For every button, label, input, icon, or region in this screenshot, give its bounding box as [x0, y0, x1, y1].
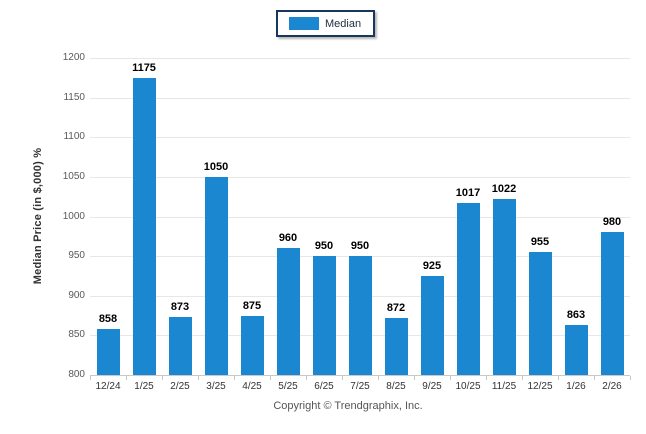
- bar: [349, 256, 372, 375]
- bar: [277, 248, 300, 375]
- y-axis-tick-label: 900: [68, 290, 85, 301]
- gridline: [90, 98, 630, 99]
- gridline: [90, 177, 630, 178]
- x-axis-tick-label: 11/25: [491, 381, 517, 392]
- x-axis-tick-label: 3/25: [206, 381, 226, 392]
- legend-swatch-median: [289, 17, 319, 30]
- y-axis-tick-label: 950: [68, 250, 85, 261]
- x-axis-tick-label: 8/25: [386, 381, 406, 392]
- gridline: [90, 217, 630, 218]
- bar-value-label: 980: [602, 216, 622, 228]
- axis-tick: [486, 376, 487, 380]
- x-axis-tick-label: 1/26: [566, 381, 586, 392]
- axis-tick: [270, 376, 271, 380]
- gridline: [90, 137, 630, 138]
- x-axis-line: [90, 375, 630, 376]
- y-axis-tick-label: 1050: [62, 171, 85, 182]
- x-axis-tick-label: 6/25: [314, 381, 334, 392]
- y-axis-tick-label: 1100: [63, 131, 85, 142]
- bar: [97, 329, 120, 375]
- axis-tick: [522, 376, 523, 380]
- axis-tick: [306, 376, 307, 380]
- x-axis-tick-label: 4/25: [242, 381, 262, 392]
- y-axis-tick-label: 800: [68, 369, 85, 380]
- bar-value-label: 872: [386, 302, 406, 314]
- x-axis-tick-label: 2/25: [170, 381, 190, 392]
- bar-value-label: 1050: [203, 161, 229, 173]
- bar: [169, 317, 192, 375]
- y-axis-tick-label: 1150: [63, 92, 85, 103]
- bar: [457, 203, 480, 375]
- x-axis-tick-label: 9/25: [422, 381, 442, 392]
- axis-tick: [558, 376, 559, 380]
- bar-value-label: 950: [350, 240, 370, 252]
- axis-tick: [378, 376, 379, 380]
- bar-value-label: 1175: [132, 62, 156, 74]
- bar-value-label: 1022: [491, 183, 517, 195]
- axis-tick: [126, 376, 127, 380]
- axis-tick: [414, 376, 415, 380]
- axis-tick: [90, 376, 91, 380]
- bar: [529, 252, 552, 375]
- y-axis-tick-label: 850: [68, 329, 85, 340]
- bar: [493, 199, 516, 375]
- bar: [133, 78, 156, 375]
- y-axis-tick-label: 1000: [62, 211, 85, 222]
- bar: [421, 276, 444, 375]
- x-axis-tick-label: 1/25: [134, 381, 154, 392]
- bar-value-label: 925: [422, 260, 442, 272]
- x-axis-tick-label: 12/24: [95, 381, 121, 392]
- bar: [313, 256, 336, 375]
- gridline: [90, 58, 630, 59]
- bar-value-label: 960: [278, 232, 298, 244]
- axis-tick: [234, 376, 235, 380]
- bar-value-label: 950: [314, 240, 334, 252]
- axis-tick: [198, 376, 199, 380]
- bar: [241, 316, 264, 375]
- legend: Median: [276, 10, 376, 37]
- x-axis-tick-label: 12/25: [527, 381, 553, 392]
- bar: [565, 325, 588, 375]
- axis-tick: [630, 376, 631, 380]
- bar-value-label: 955: [530, 236, 550, 248]
- axis-tick: [450, 376, 451, 380]
- axis-tick: [594, 376, 595, 380]
- bar-value-label: 875: [242, 300, 262, 312]
- x-axis-tick-label: 2/26: [602, 381, 622, 392]
- y-axis-tick-label: 1200: [62, 52, 85, 63]
- bar-value-label: 863: [566, 309, 586, 321]
- axis-tick: [162, 376, 163, 380]
- axis-tick: [342, 376, 343, 380]
- bar: [205, 177, 228, 375]
- x-axis-tick-label: 5/25: [278, 381, 298, 392]
- bar-value-label: 858: [98, 313, 118, 325]
- copyright-text: Copyright © Trendgraphix, Inc.: [273, 400, 423, 412]
- bar: [601, 232, 624, 375]
- legend-label-median: Median: [325, 17, 362, 30]
- bar-value-label: 873: [170, 301, 190, 313]
- bar: [385, 318, 408, 375]
- bar-value-label: 1017: [455, 187, 481, 199]
- x-axis-tick-label: 10/25: [455, 381, 481, 392]
- x-axis-tick-label: 7/25: [350, 381, 370, 392]
